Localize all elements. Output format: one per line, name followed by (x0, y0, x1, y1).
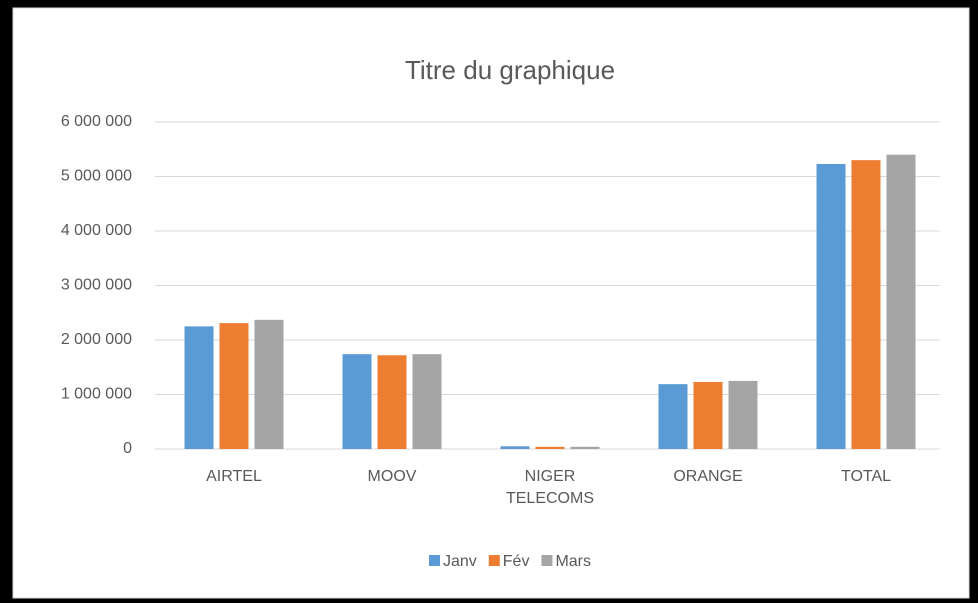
legend-label: Mars (555, 553, 591, 570)
bar (728, 380, 758, 449)
y-tick-label: 0 (123, 440, 132, 457)
bar (816, 163, 846, 449)
x-tick-label: ORANGE (673, 468, 743, 485)
bar (377, 355, 407, 449)
bar (412, 354, 442, 449)
legend-swatch (428, 555, 440, 566)
chart-title: Titre du graphique (405, 55, 615, 85)
y-tick-label: 6 000 000 (61, 113, 132, 130)
x-tick-label: NIGER TELECOMS (505, 468, 594, 507)
bar (851, 160, 881, 449)
bar (500, 446, 530, 449)
bar (658, 384, 688, 449)
bar (535, 446, 565, 449)
x-tick-label: MOOV (367, 468, 417, 485)
y-tick-label: 1 000 000 (61, 386, 132, 403)
y-tick-label: 3 000 000 (61, 277, 132, 294)
bar (886, 154, 916, 449)
y-tick-label: 5 000 000 (61, 168, 132, 185)
chart-area (12, 7, 970, 599)
legend-label: Fév (503, 553, 530, 570)
bar (342, 354, 372, 449)
legend-swatch (541, 555, 553, 566)
bar (219, 323, 249, 449)
y-tick-label: 4 000 000 (61, 222, 132, 239)
bar (570, 446, 600, 449)
y-tick-label: 2 000 000 (61, 331, 132, 348)
legend-label: Janv (443, 553, 477, 570)
x-tick-label: TOTAL (840, 468, 892, 485)
bar (693, 381, 723, 449)
x-tick-label: AIRTEL (206, 468, 262, 485)
bar (184, 326, 214, 449)
legend-swatch (488, 555, 500, 566)
bar (254, 319, 284, 449)
